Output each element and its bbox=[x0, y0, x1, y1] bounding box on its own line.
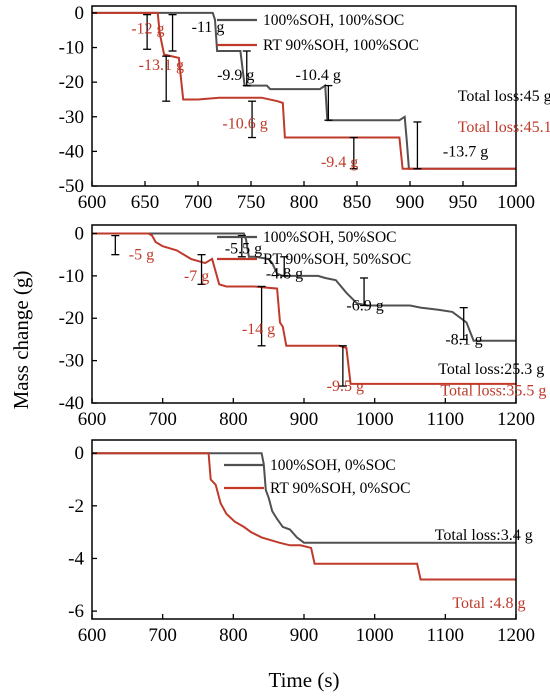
annotation-label: -11 g bbox=[192, 19, 225, 36]
series-line-1 bbox=[92, 11, 516, 170]
x-tick-label: 1000 bbox=[356, 625, 394, 646]
annotation-bar bbox=[248, 100, 257, 139]
annotation-label: -6.9 g bbox=[346, 298, 383, 315]
y-tick-label: -50 bbox=[59, 176, 84, 197]
x-tick-label: 900 bbox=[290, 625, 319, 646]
annotation-label: -10.6 g bbox=[222, 116, 267, 133]
y-tick-label: -40 bbox=[59, 393, 84, 414]
legend-entry: 100%SOH, 100%SOC bbox=[263, 12, 404, 29]
chart-panel-2: 600 700 800 900 1000 1100 1200 0 -10 -20 -30 -40 -5 … bbox=[59, 223, 547, 430]
annotation-bar bbox=[197, 254, 206, 285]
annotation-label: -9.4 g bbox=[321, 154, 358, 171]
x-tick-label: 1100 bbox=[427, 409, 464, 430]
x-tick-label: 700 bbox=[184, 192, 213, 213]
annotation-bar bbox=[338, 345, 347, 387]
legend-entry: RT 90%SOH, 50%SOC bbox=[263, 251, 411, 268]
annotation-bar bbox=[324, 84, 333, 121]
y-tick-label: 0 bbox=[75, 3, 85, 24]
annotation-label: -5 g bbox=[129, 247, 154, 264]
annotation-bar bbox=[360, 277, 369, 307]
x-tick-label: 700 bbox=[148, 625, 177, 646]
y-axis-label: Mass change (g) bbox=[9, 271, 33, 410]
annotation-label: -14 g bbox=[242, 321, 275, 338]
x-tick-label: 650 bbox=[131, 192, 160, 213]
annotation-label: -9.5 g bbox=[327, 378, 364, 395]
legend-entry: 100%SOH, 0%SOC bbox=[270, 457, 396, 474]
legend-entry: RT 90%SOH, 0%SOC bbox=[270, 480, 410, 497]
annotation-label: -5.5 g bbox=[225, 240, 262, 257]
annotation-label: -9.9 g bbox=[217, 67, 254, 84]
y-tick-label: -4 bbox=[68, 548, 84, 569]
x-tick-label: 1000 bbox=[497, 192, 535, 213]
annotation-label: -8.1 g bbox=[445, 331, 482, 348]
annotation-label: -13.7 g bbox=[443, 143, 488, 160]
x-tick-label: 1100 bbox=[427, 625, 464, 646]
annotation-bar bbox=[257, 285, 266, 347]
y-tick-label: 0 bbox=[75, 443, 85, 464]
y-tick-label: 0 bbox=[75, 223, 85, 244]
legend-entry: RT 90%SOH, 100%SOC bbox=[263, 37, 419, 54]
annotation-label: Total loss:3.4 g bbox=[435, 527, 533, 544]
x-tick-label: 900 bbox=[396, 192, 425, 213]
annotation-label: -10.4 g bbox=[296, 67, 341, 84]
x-tick-label: 800 bbox=[219, 625, 248, 646]
chart-panel-1: 600 650 700 750 800 850 900 950 1000 0 -10 -20 -30 -4… bbox=[59, 3, 550, 213]
y-tick-label: -2 bbox=[68, 496, 84, 517]
annotation-label: -12 g bbox=[131, 21, 164, 38]
x-tick-label: 850 bbox=[343, 192, 372, 213]
annotation-bar bbox=[242, 50, 251, 87]
annotation-bar bbox=[280, 256, 289, 277]
chart-panel-3: 600 700 800 900 1000 1100 1200 0 -2 -4 -6 Total los… bbox=[68, 439, 535, 646]
annotation-label: Total :4.8 g bbox=[452, 595, 525, 612]
x-tick-label: 750 bbox=[237, 192, 266, 213]
series-line-2 bbox=[92, 11, 516, 170]
annotation-bar bbox=[143, 14, 152, 50]
annotation-bar bbox=[168, 14, 177, 52]
annotation-bar bbox=[349, 136, 358, 170]
y-tick-label: -20 bbox=[59, 308, 84, 329]
annotation-label: Total loss:35.5 g bbox=[440, 382, 546, 399]
legend: 100%SOH, 50%SOC RT 90%SOH, 50%SOC bbox=[217, 229, 411, 268]
annotation-bar bbox=[237, 234, 246, 258]
annotation-label: Total loss:25.3 g bbox=[438, 361, 544, 378]
annotation-label: -4.8 g bbox=[266, 266, 303, 283]
x-tick-label: 950 bbox=[449, 192, 478, 213]
x-tick-label: 700 bbox=[148, 409, 177, 430]
x-tick-label: 1200 bbox=[497, 409, 535, 430]
annotation-label: Total loss:45.1 g bbox=[458, 119, 550, 136]
annotation-bar bbox=[162, 55, 171, 102]
x-tick-label: 800 bbox=[290, 192, 319, 213]
legend-entry: 100%SOH, 50%SOC bbox=[263, 229, 396, 246]
annotation-bar bbox=[111, 234, 120, 256]
annotation-label: -7 g bbox=[184, 268, 209, 285]
series-line-2 bbox=[92, 232, 516, 385]
legend: 100%SOH, 100%SOC RT 90%SOH, 100%SOC bbox=[217, 12, 419, 54]
y-tick-label: -10 bbox=[59, 38, 84, 59]
annotation-label: -13.1 g bbox=[139, 57, 184, 74]
y-tick-label: -6 bbox=[68, 601, 84, 622]
annotation-bar bbox=[413, 121, 422, 170]
series-line-1 bbox=[92, 452, 516, 544]
annotation-label: Total loss:45 g bbox=[458, 88, 550, 105]
y-tick-label: -20 bbox=[59, 72, 84, 93]
y-tick-label: -30 bbox=[59, 107, 84, 128]
legend: 100%SOH, 0%SOC RT 90%SOH, 0%SOC bbox=[224, 457, 410, 497]
series-line-2 bbox=[92, 452, 516, 581]
x-tick-label: 1000 bbox=[356, 409, 394, 430]
x-tick-label: 600 bbox=[78, 409, 107, 430]
annotation-bar bbox=[459, 306, 468, 341]
x-tick-label: 900 bbox=[290, 409, 319, 430]
y-tick-label: -40 bbox=[59, 141, 84, 162]
x-tick-label: 1200 bbox=[497, 625, 535, 646]
y-tick-label: -30 bbox=[59, 351, 84, 372]
x-tick-label: 600 bbox=[78, 192, 107, 213]
series-line-1 bbox=[92, 232, 516, 342]
x-tick-label: 600 bbox=[78, 625, 107, 646]
y-tick-label: -10 bbox=[59, 266, 84, 287]
x-tick-label: 800 bbox=[219, 409, 248, 430]
x-axis-label: Time (s) bbox=[269, 668, 340, 692]
